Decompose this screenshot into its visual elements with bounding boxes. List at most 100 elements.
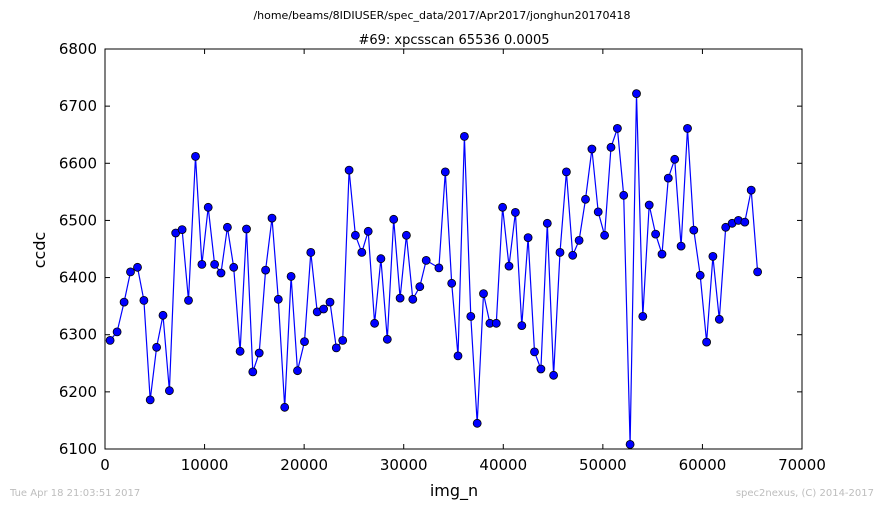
file-path-title: /home/beams/8IDIUSER/spec_data/2017/Apr2… (253, 9, 631, 22)
chart-title: #69: xpcsscan 65536 0.0005 (358, 33, 549, 48)
data-point (344, 165, 354, 175)
x-tick-label: 10000 (181, 456, 229, 474)
data-point (440, 167, 450, 177)
data-point (587, 144, 597, 154)
data-point (613, 123, 622, 133)
data-point (145, 395, 155, 405)
x-axis: 0 10000 20000 30000 40000 50000 60000 70000 (100, 49, 826, 474)
y-tick-label: 6300 (59, 326, 97, 344)
data-point (325, 297, 335, 307)
x-tick-label: 60000 (679, 456, 727, 474)
data-point (606, 142, 616, 152)
y-tick-label: 6100 (59, 440, 97, 458)
data-point (695, 270, 705, 280)
data-point (740, 217, 750, 227)
data-point (338, 335, 348, 345)
data-point (389, 214, 399, 224)
x-tick-label: 0 (100, 456, 110, 474)
y-tick-label: 6500 (59, 211, 97, 229)
data-point (638, 311, 648, 321)
data-point (555, 247, 565, 257)
data-point (536, 364, 546, 374)
data-point (600, 230, 609, 240)
data-point (479, 289, 488, 299)
x-tick-label: 70000 (778, 456, 826, 474)
y-tick-label: 6700 (59, 97, 97, 115)
y-tick-label: 6600 (59, 154, 97, 172)
data-point (126, 267, 135, 277)
data-point (177, 225, 187, 235)
series-points (105, 89, 762, 449)
data-point (683, 123, 692, 133)
timestamp-footer: Tue Apr 18 21:03:51 2017 (10, 488, 141, 499)
data-point (523, 233, 533, 243)
data-point (164, 386, 174, 396)
data-point (300, 337, 309, 347)
data-point (203, 202, 213, 212)
data-point (714, 314, 724, 324)
data-point (139, 295, 149, 305)
y-tick-label: 6200 (59, 383, 97, 401)
data-point (644, 200, 654, 210)
data-point (421, 255, 431, 265)
data-point (702, 337, 711, 347)
data-point (254, 348, 264, 358)
data-point (670, 154, 680, 164)
data-point (382, 334, 392, 344)
data-point (363, 226, 373, 236)
data-point (530, 347, 539, 357)
data-point (466, 311, 476, 321)
credit-footer: spec2nexus, (C) 2014-2017 (735, 488, 874, 499)
data-point (273, 294, 283, 304)
data-point (395, 293, 405, 303)
data-point (453, 351, 463, 361)
data-point (434, 263, 444, 273)
data-point (746, 185, 756, 195)
data-point (184, 295, 193, 305)
data-point (447, 278, 457, 288)
series-line (109, 93, 759, 445)
data-point (191, 151, 200, 161)
y-axis: 6100 6200 6300 6400 6500 6600 6700 6800 (59, 40, 802, 458)
data-point (663, 173, 673, 183)
data-point (293, 366, 302, 376)
data-point (708, 251, 718, 261)
data-point (280, 402, 290, 412)
data-point (651, 229, 660, 239)
data-point (248, 367, 258, 377)
data-point (357, 247, 367, 257)
data-point (721, 222, 731, 232)
data-point (676, 241, 686, 251)
data-point (511, 207, 520, 217)
data-point (753, 267, 762, 277)
data-point (689, 225, 699, 235)
data-point (222, 222, 232, 232)
y-axis-label: ccdc (30, 232, 49, 269)
data-point (119, 297, 129, 307)
data-point (498, 202, 508, 212)
x-tick-label: 50000 (579, 456, 627, 474)
data-point (408, 294, 418, 304)
data-point (491, 318, 501, 328)
data-point (593, 207, 603, 217)
data-point (210, 259, 220, 269)
data-point (229, 262, 239, 272)
plot-area-frame (104, 48, 803, 450)
data-point (657, 249, 667, 259)
data-point (581, 194, 590, 204)
data-point (197, 259, 207, 269)
data-point (105, 335, 115, 345)
data-point (112, 327, 122, 337)
data-point (267, 213, 277, 223)
data-point (472, 418, 482, 428)
data-point (574, 235, 584, 245)
x-tick-label: 40000 (479, 456, 527, 474)
data-point (133, 262, 142, 272)
data-point (350, 230, 360, 240)
data-point (459, 131, 469, 141)
data-point (549, 370, 558, 380)
data-point (286, 271, 296, 281)
data-point (401, 230, 411, 240)
data-point (331, 343, 341, 353)
